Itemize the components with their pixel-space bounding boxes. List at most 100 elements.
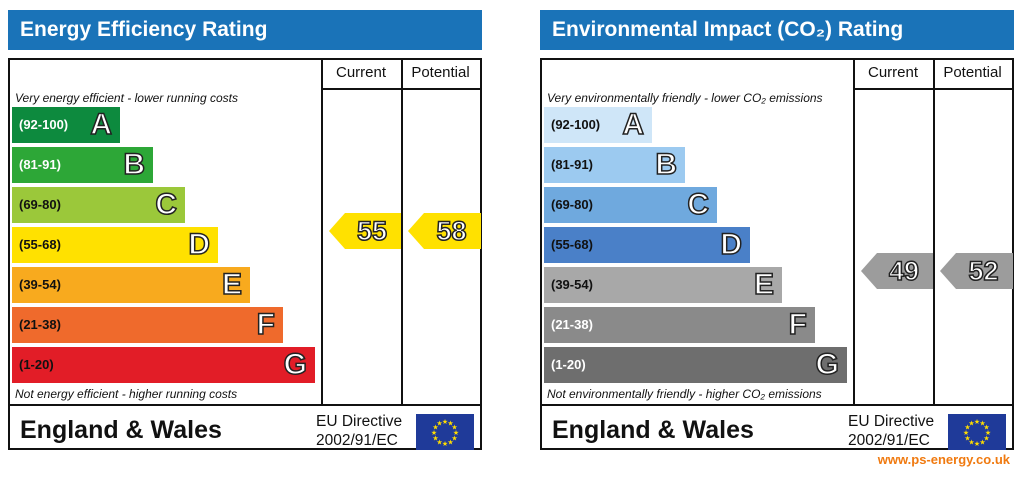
current-rating-arrow: 49 — [861, 253, 933, 289]
band-range-label: (69-80) — [19, 197, 61, 212]
band-f: (21-38) F — [544, 307, 815, 343]
panel-title: Energy Efficiency Rating — [8, 10, 482, 50]
band-letter: C — [687, 187, 710, 222]
band-b: (81-91) B — [544, 147, 685, 183]
star-icon: ★ — [451, 424, 457, 432]
band-a: (92-100) A — [12, 107, 120, 143]
band-letter: C — [155, 187, 178, 222]
band-letter: G — [283, 347, 308, 382]
star-icon: ★ — [436, 419, 442, 427]
band-letter: E — [221, 267, 243, 302]
arrow-polygon — [861, 253, 933, 289]
eu-directive: EU Directive 2002/91/EC — [848, 412, 934, 450]
arrow-shape — [408, 213, 481, 249]
band-d: (55-68) D — [544, 227, 750, 263]
rating-box: Current Potential Very energy efficient … — [8, 58, 482, 450]
eu-stars-icon: ★ ★★★★★★★★★★★ — [963, 418, 991, 448]
current-rating-value: 55 — [356, 215, 388, 247]
panel-title: Environmental Impact (CO₂) Rating — [540, 10, 1014, 50]
top-note: Very energy efficient - lower running co… — [15, 91, 238, 105]
star-icon: ★ — [974, 440, 980, 448]
arrow-shape — [940, 253, 1013, 289]
arrow-shape — [329, 213, 401, 249]
band-range-label: (1-20) — [551, 357, 586, 372]
star-icon: ★ — [964, 435, 970, 443]
band-e: (39-54) E — [12, 267, 250, 303]
star-icon: ★ — [979, 439, 985, 447]
potential-rating-arrow: 58 — [408, 213, 481, 249]
band-range-label: (21-38) — [19, 317, 61, 332]
footer-divider — [10, 404, 480, 406]
current-column — [321, 60, 403, 406]
arrow-polygon — [940, 253, 1013, 289]
directive-line-2: 2002/91/EC — [316, 432, 398, 449]
star-icon: ★ — [983, 424, 989, 432]
country-label: England & Wales — [552, 416, 754, 444]
potential-rating-arrow: 52 — [940, 253, 1013, 289]
band-letter: F — [788, 307, 808, 342]
footer-divider — [542, 404, 1012, 406]
band-range-label: (55-68) — [551, 237, 593, 252]
arrow-shape — [861, 253, 933, 289]
current-column — [853, 60, 935, 406]
band-letter: A — [622, 107, 645, 142]
band-f: (21-38) F — [12, 307, 283, 343]
star-icon: ★ — [974, 418, 980, 426]
country-label: England & Wales — [20, 416, 222, 444]
star-icon: ★ — [432, 435, 438, 443]
star-icon: ★ — [436, 439, 442, 447]
star-icon: ★ — [442, 418, 448, 426]
band-range-label: (55-68) — [19, 237, 61, 252]
directive-line-1: EU Directive — [316, 413, 403, 430]
star-icon: ★ — [983, 435, 989, 443]
band-range-label: (39-54) — [19, 277, 61, 292]
star-icon: ★ — [442, 440, 448, 448]
potential-column-label: Potential — [943, 64, 1002, 81]
band-letter: B — [655, 147, 678, 182]
column-header-divider — [853, 88, 1014, 90]
band-range-label: (1-20) — [19, 357, 54, 372]
band-range-label: (81-91) — [19, 157, 61, 172]
bottom-note: Not energy efficient - higher running co… — [15, 387, 238, 401]
band-letter: E — [753, 267, 775, 302]
arrow-polygon — [408, 213, 481, 249]
directive-line-1: EU Directive — [848, 413, 935, 430]
star-icon: ★ — [963, 429, 969, 437]
star-icon: ★ — [964, 424, 970, 432]
band-letter: F — [256, 307, 276, 342]
star-icon: ★ — [432, 424, 438, 432]
column-header-divider — [321, 88, 482, 90]
band-g: (1-20) G — [12, 347, 315, 383]
eu-flag-icon: ★ ★ ★ ★ ★ ★ ★ ★ ★ ★ ★ ★ — [416, 414, 474, 450]
band-letter: B — [123, 147, 146, 182]
star-icon: ★ — [968, 439, 974, 447]
star-icon: ★ — [968, 419, 974, 427]
eu-directive: EU Directive 2002/91/EC — [316, 412, 402, 450]
current-column-label: Current — [867, 64, 919, 81]
band-a: (92-100) A — [544, 107, 652, 143]
band-letter: G — [815, 347, 840, 382]
star-icon: ★ — [447, 419, 453, 427]
star-icon: ★ — [453, 429, 459, 437]
band-letter: A — [90, 107, 113, 142]
band-e: (39-54) E — [544, 267, 782, 303]
current-rating-arrow: 55 — [329, 213, 401, 249]
star-icon: ★ — [979, 419, 985, 427]
band-range-label: (39-54) — [551, 277, 593, 292]
arrow-polygon — [329, 213, 401, 249]
band-range-label: (81-91) — [551, 157, 593, 172]
energy-efficiency-panel: Energy Efficiency Rating Current Potenti… — [8, 10, 482, 450]
top-note: Very environmentally friendly - lower CO… — [547, 91, 823, 105]
star-icon: ★ — [431, 429, 437, 437]
band-range-label: (21-38) — [551, 317, 593, 332]
band-b: (81-91) B — [12, 147, 153, 183]
current-rating-value: 49 — [888, 255, 920, 287]
band-letter: D — [188, 227, 211, 262]
environmental-impact-panel: Environmental Impact (CO₂) Rating Curren… — [540, 10, 1014, 450]
star-icon: ★ — [447, 439, 453, 447]
band-d: (55-68) D — [12, 227, 218, 263]
rating-box: Current Potential Very environmentally f… — [540, 58, 1014, 450]
eu-stars-icon: ★ ★★★★★★★★★★★ — [431, 418, 459, 448]
website-link[interactable]: www.ps-energy.co.uk — [877, 452, 1010, 467]
potential-column-label: Potential — [411, 64, 470, 81]
